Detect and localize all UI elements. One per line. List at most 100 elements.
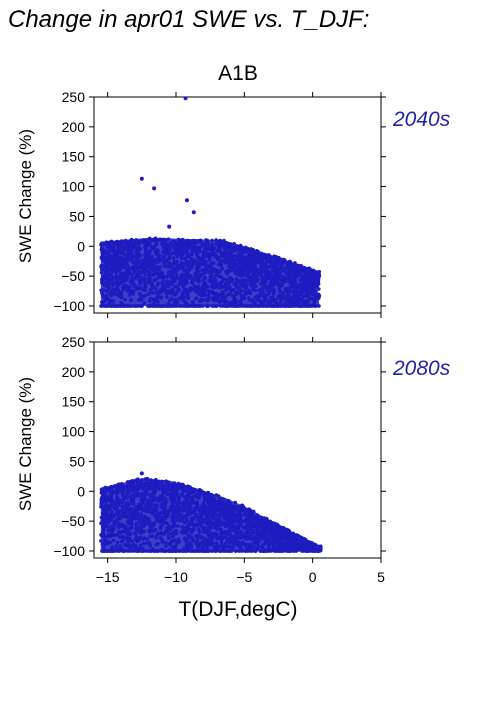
data-point (263, 269, 267, 274)
data-point (157, 268, 161, 273)
data-point (234, 281, 238, 285)
data-point (166, 237, 171, 241)
data-point (167, 531, 171, 536)
data-point (215, 527, 219, 531)
data-point (167, 298, 172, 303)
data-point (159, 238, 163, 242)
data-point (126, 539, 130, 544)
data-point (190, 248, 195, 252)
data-point (141, 266, 146, 271)
data-point (180, 501, 185, 506)
data-point (269, 256, 273, 261)
data-point (255, 304, 260, 308)
data-point (212, 516, 216, 520)
data-point (218, 269, 222, 274)
data-point (189, 516, 194, 521)
data-point (210, 278, 214, 282)
data-point (311, 282, 316, 287)
data-point (125, 256, 130, 260)
data-point (101, 294, 105, 299)
data-point (260, 286, 265, 290)
data-point (111, 299, 116, 303)
data-point (130, 521, 134, 526)
data-point (193, 258, 198, 263)
data-point (170, 272, 174, 277)
x-tick-label: −5 (236, 569, 252, 585)
data-point (176, 287, 181, 291)
data-point (264, 278, 268, 283)
outlier-point (183, 96, 188, 101)
data-point (268, 281, 272, 285)
data-point (314, 270, 319, 274)
data-point (99, 491, 104, 495)
data-point (268, 300, 273, 305)
data-point (180, 245, 184, 250)
data-point (262, 294, 267, 298)
data-point (191, 511, 196, 515)
data-point (126, 241, 131, 245)
data-point (134, 549, 139, 553)
data-point (108, 518, 113, 522)
data-point (140, 524, 145, 529)
data-point (105, 524, 109, 529)
data-point (168, 245, 172, 250)
data-point (123, 510, 128, 514)
data-point (107, 272, 112, 277)
data-point (227, 536, 232, 541)
data-point (115, 258, 119, 263)
data-point (164, 247, 169, 251)
data-point (272, 299, 277, 304)
data-point (289, 267, 293, 272)
data-point (239, 288, 244, 293)
data-point (313, 289, 318, 294)
data-point (173, 284, 178, 289)
data-point (278, 259, 282, 264)
y-tick-label: 100 (62, 179, 86, 195)
data-point (258, 257, 263, 262)
data-point (168, 281, 173, 285)
data-point (298, 278, 303, 283)
data-point (210, 242, 215, 247)
data-point (247, 298, 252, 302)
data-point (197, 279, 201, 284)
data-point (268, 296, 273, 300)
data-point (144, 266, 148, 271)
data-point (137, 526, 142, 530)
data-point (293, 274, 298, 279)
data-point (209, 246, 214, 250)
data-point (235, 254, 240, 259)
data-point (282, 293, 287, 298)
data-point (121, 279, 126, 283)
data-point (284, 288, 289, 292)
data-point (170, 519, 175, 523)
data-point (252, 256, 256, 261)
data-point (155, 283, 160, 287)
data-point (200, 298, 205, 303)
data-point (231, 287, 236, 292)
data-point (136, 477, 140, 482)
data-point (207, 549, 211, 553)
data-point (187, 254, 191, 259)
data-point (277, 549, 282, 553)
data-point (201, 291, 205, 296)
data-point (184, 508, 189, 513)
data-point (185, 291, 189, 296)
data-point (148, 527, 153, 532)
data-point (116, 521, 121, 525)
data-point (267, 524, 272, 529)
data-point (118, 281, 123, 286)
data-point (108, 507, 112, 512)
data-point (202, 271, 207, 275)
data-point (114, 269, 118, 274)
data-point (157, 275, 162, 280)
data-point (176, 524, 180, 529)
data-point (163, 240, 168, 245)
data-point (112, 250, 117, 254)
data-point (164, 544, 168, 549)
data-point (271, 267, 276, 271)
data-point (220, 536, 225, 540)
data-point (101, 277, 105, 282)
data-point (117, 500, 122, 504)
data-point (109, 526, 113, 531)
data-point (233, 298, 238, 303)
